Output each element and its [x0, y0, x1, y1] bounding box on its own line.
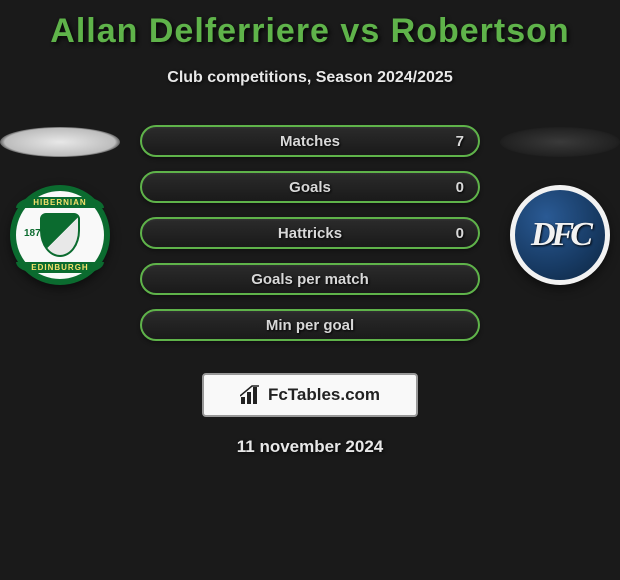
comparison-area: HIBERNIAN 1875 EDINBURGH Matches 7 Goals…: [0, 125, 620, 355]
stat-label: Hattricks: [278, 225, 342, 242]
left-shadow-ellipse: [0, 127, 120, 157]
brand-box: FcTables.com: [202, 373, 418, 417]
stats-list: Matches 7 Goals 0 Hattricks 0 Goals per …: [140, 125, 480, 341]
right-team-crest: DFC: [510, 185, 610, 285]
right-shadow-ellipse: [500, 127, 620, 157]
stat-value-right: 0: [456, 225, 464, 242]
stat-value-right: 7: [456, 133, 464, 150]
stat-label: Min per goal: [266, 317, 354, 334]
stat-label: Matches: [280, 133, 340, 150]
left-team-column: HIBERNIAN 1875 EDINBURGH: [0, 125, 120, 285]
stat-label: Goals per match: [251, 271, 369, 288]
date-line: 11 november 2024: [0, 437, 620, 457]
bar-chart-icon: [240, 385, 262, 405]
crest-bottom-band: EDINBURGH: [16, 262, 104, 273]
left-team-crest: HIBERNIAN 1875 EDINBURGH: [10, 185, 110, 285]
right-team-column: DFC: [500, 125, 620, 285]
stat-row-hattricks: Hattricks 0: [140, 217, 480, 249]
stat-row-matches: Matches 7: [140, 125, 480, 157]
brand-text: FcTables.com: [268, 385, 380, 405]
crest-year: 1875: [24, 228, 46, 239]
crest-monogram: DFC: [531, 216, 589, 254]
stat-row-goals-per-match: Goals per match: [140, 263, 480, 295]
stat-value-right: 0: [456, 179, 464, 196]
page-title: Allan Delferriere vs Robertson: [0, 0, 620, 51]
stat-label: Goals: [289, 179, 331, 196]
stat-row-min-per-goal: Min per goal: [140, 309, 480, 341]
crest-top-band: HIBERNIAN: [16, 197, 104, 208]
stat-row-goals: Goals 0: [140, 171, 480, 203]
subtitle: Club competitions, Season 2024/2025: [0, 69, 620, 87]
